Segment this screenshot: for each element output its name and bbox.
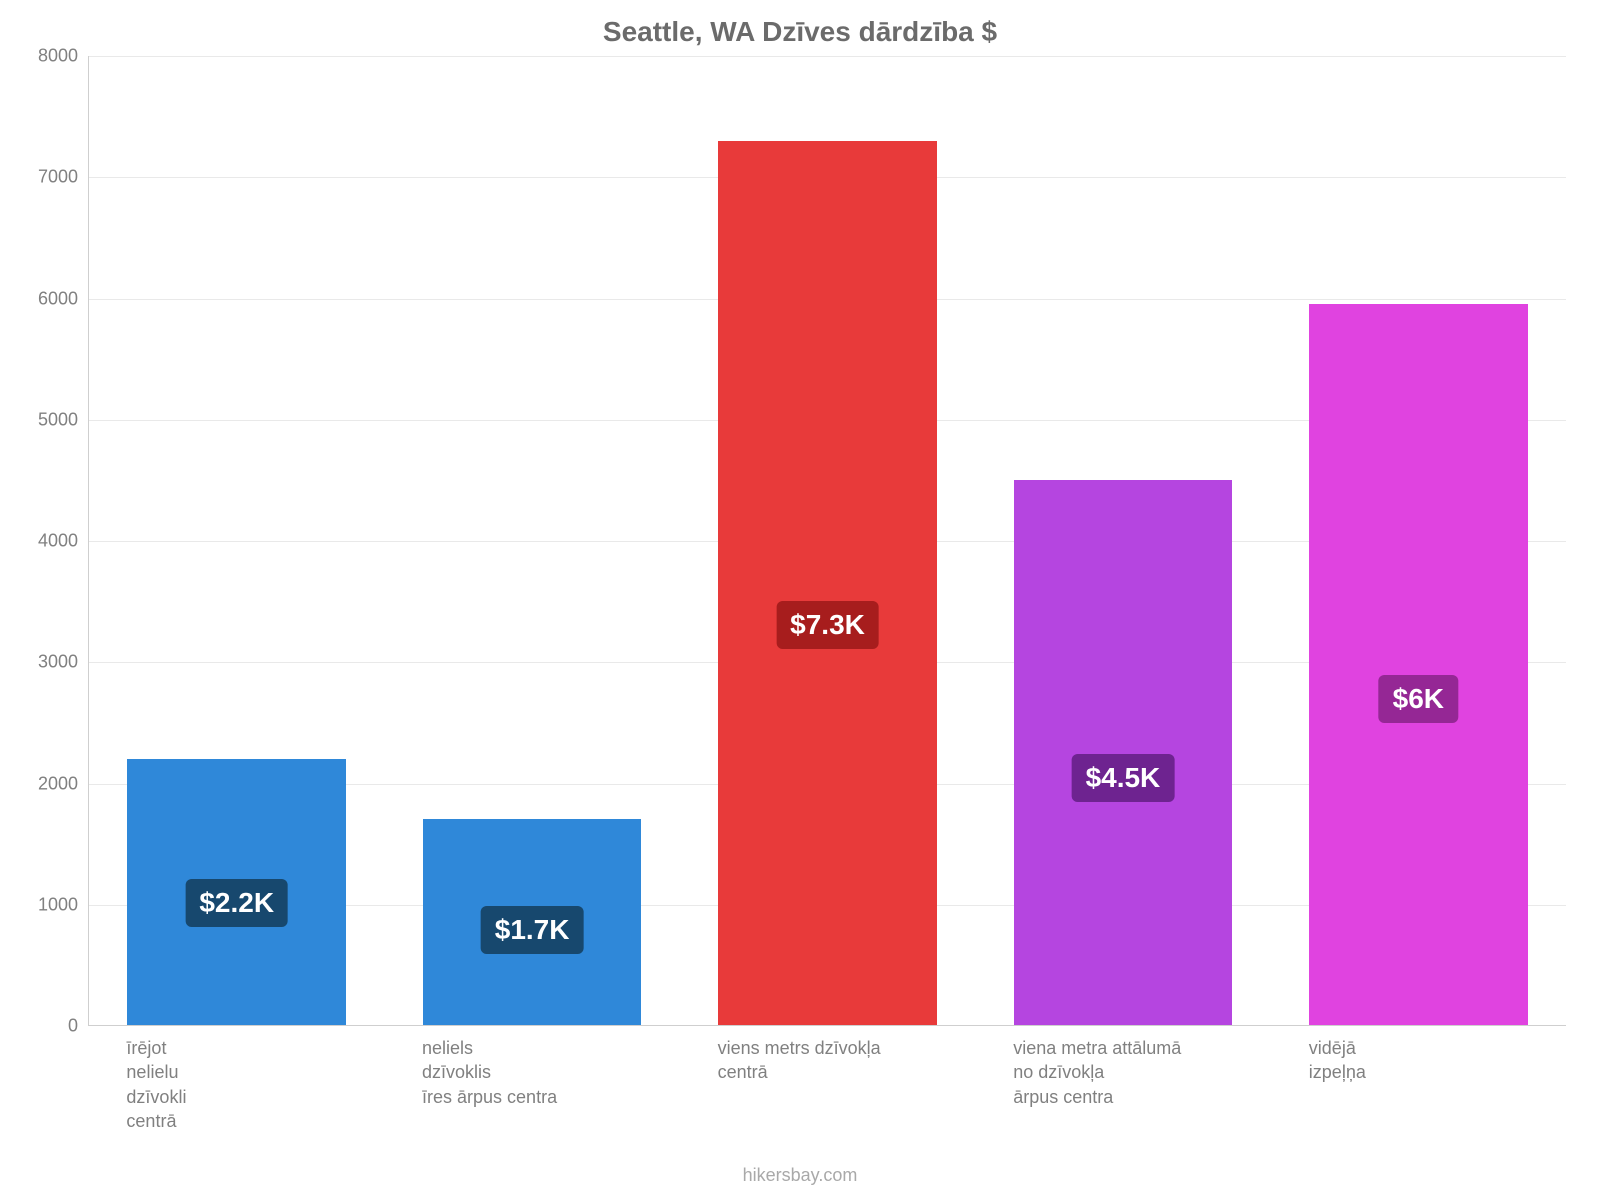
bar-slot-sqm-apt-outside: $4.5K — [975, 56, 1270, 1025]
y-tick-label: 6000 — [8, 288, 78, 309]
x-label-sqm-apt-outside: viena metra attālumā no dzīvokļa ārpus c… — [1013, 1036, 1181, 1109]
value-badge-rent-small-apt-outside: $1.7K — [481, 906, 584, 954]
y-tick-label: 3000 — [8, 652, 78, 673]
bar-slot-rent-small-apt-center: $2.2K — [89, 56, 384, 1025]
y-tick-label: 5000 — [8, 409, 78, 430]
chart-title: Seattle, WA Dzīves dārdzība $ — [0, 16, 1600, 48]
bars-container: $2.2K $1.7K $7.3K $4.5K $6K — [89, 56, 1566, 1025]
y-tick-label: 0 — [8, 1016, 78, 1037]
bar-slot-sqm-apt-center: $7.3K — [680, 56, 975, 1025]
value-badge-rent-small-apt-center: $2.2K — [185, 879, 288, 927]
y-tick-label: 4000 — [8, 531, 78, 552]
bar-rent-small-apt-center: $2.2K — [127, 759, 346, 1025]
y-tick-label: 8000 — [8, 46, 78, 67]
attribution: hikersbay.com — [0, 1165, 1600, 1186]
bar-sqm-apt-outside: $4.5K — [1014, 480, 1233, 1025]
x-label-rent-small-apt-outside: neliels dzīvoklis īres ārpus centra — [422, 1036, 557, 1109]
value-badge-sqm-apt-center: $7.3K — [776, 601, 879, 649]
cost-of-living-chart: Seattle, WA Dzīves dārdzība $ 0 1000 2000 3… — [0, 0, 1600, 1200]
bar-slot-rent-small-apt-outside: $1.7K — [384, 56, 679, 1025]
plot-area: $2.2K $1.7K $7.3K $4.5K $6K — [88, 56, 1566, 1026]
value-badge-avg-salary: $6K — [1379, 675, 1458, 723]
bar-slot-avg-salary: $6K — [1271, 56, 1566, 1025]
x-label-avg-salary: vidējā izpeļņa — [1309, 1036, 1366, 1085]
y-tick-label: 1000 — [8, 894, 78, 915]
y-tick-label: 2000 — [8, 773, 78, 794]
x-label-sqm-apt-center: viens metrs dzīvokļa centrā — [718, 1036, 881, 1085]
x-label-rent-small-apt-center: īrējot nelielu dzīvokli centrā — [126, 1036, 186, 1133]
bar-sqm-apt-center: $7.3K — [718, 141, 937, 1025]
bar-rent-small-apt-outside: $1.7K — [423, 819, 642, 1025]
bar-avg-salary: $6K — [1309, 304, 1528, 1025]
y-tick-label: 7000 — [8, 167, 78, 188]
value-badge-sqm-apt-outside: $4.5K — [1072, 754, 1175, 802]
